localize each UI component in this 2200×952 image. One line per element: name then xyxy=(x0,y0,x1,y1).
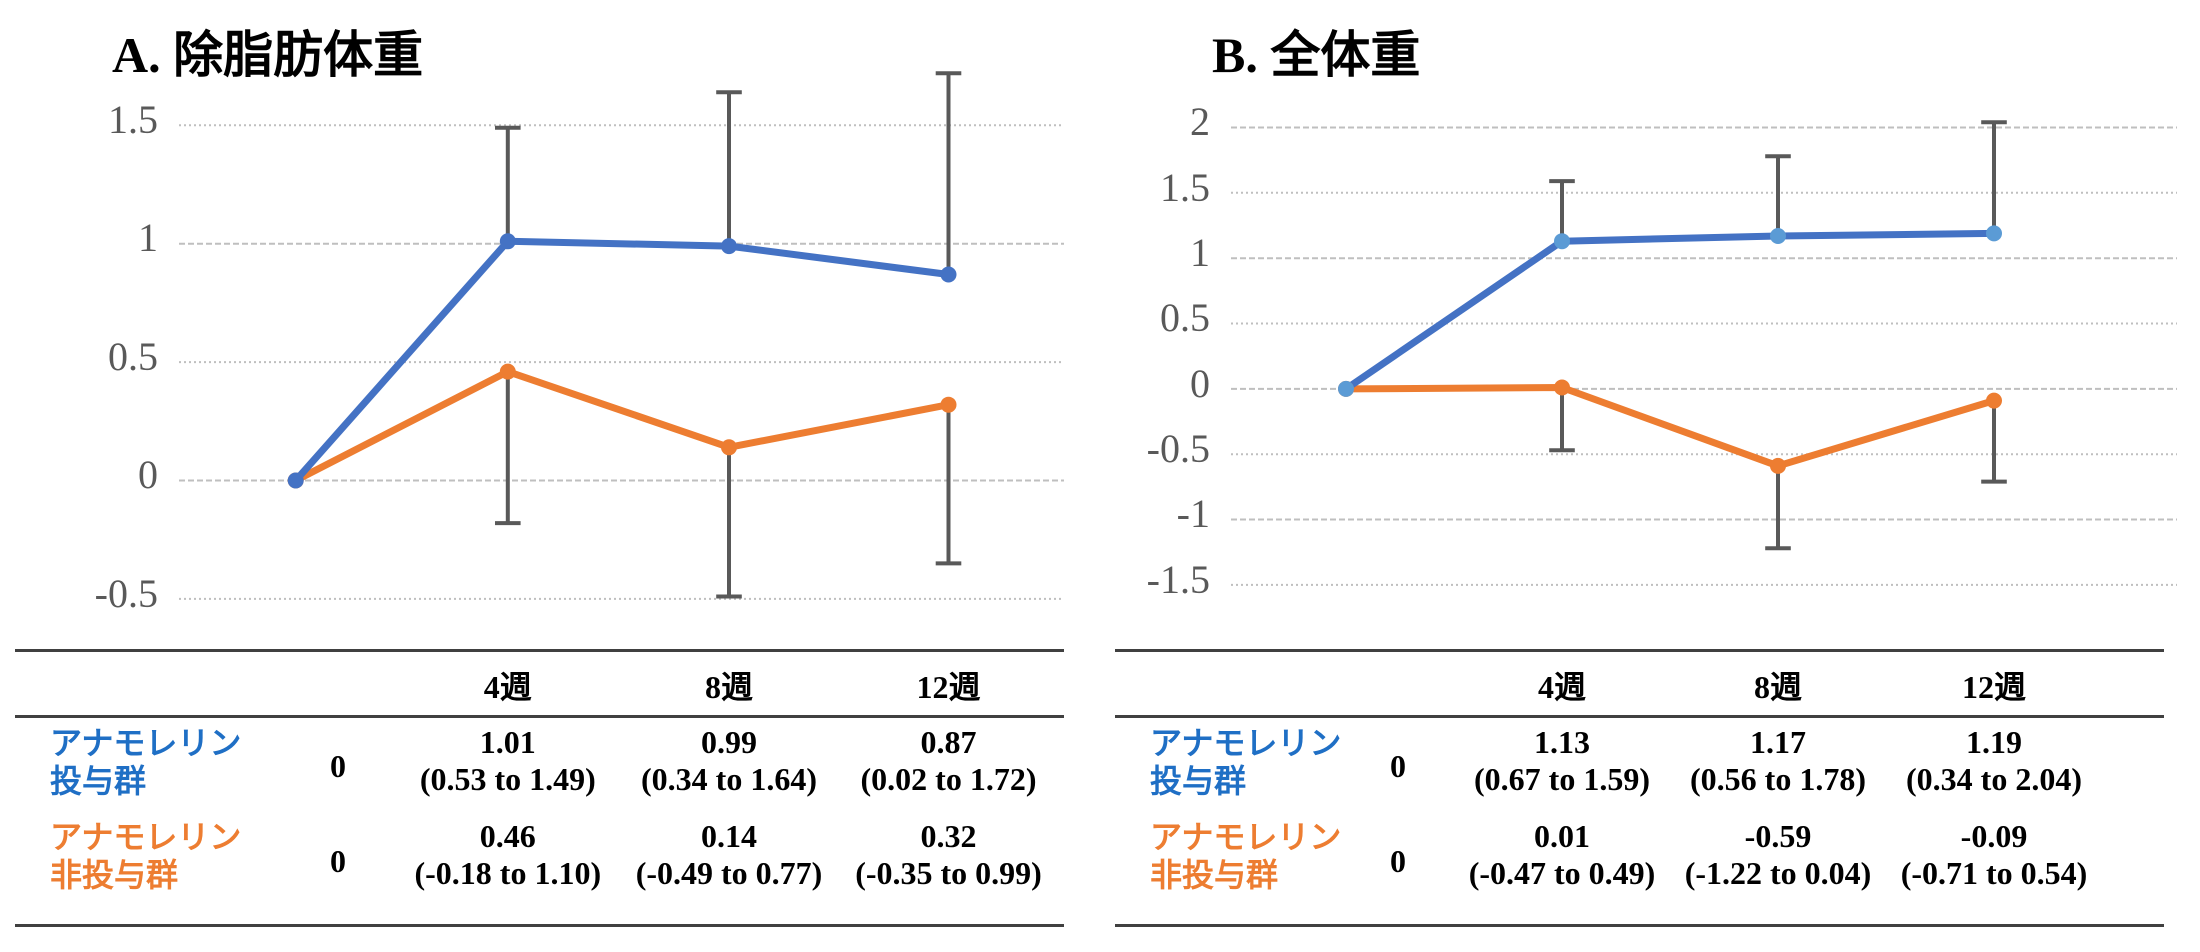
svg-text:1: 1 xyxy=(1190,230,1210,275)
svg-text:2: 2 xyxy=(1190,99,1210,144)
svg-text:1: 1 xyxy=(138,215,158,260)
svg-text:0.5: 0.5 xyxy=(1160,295,1210,340)
svg-text:1.5: 1.5 xyxy=(108,97,158,142)
svg-text:-0.5: -0.5 xyxy=(95,571,158,616)
svg-text:-1: -1 xyxy=(1177,491,1210,536)
svg-text:0: 0 xyxy=(1190,361,1210,406)
svg-text:-0.5: -0.5 xyxy=(1147,426,1210,471)
svg-text:-1.5: -1.5 xyxy=(1147,557,1210,602)
svg-text:1.5: 1.5 xyxy=(1160,165,1210,210)
svg-text:0: 0 xyxy=(138,452,158,497)
svg-text:0.5: 0.5 xyxy=(108,334,158,379)
